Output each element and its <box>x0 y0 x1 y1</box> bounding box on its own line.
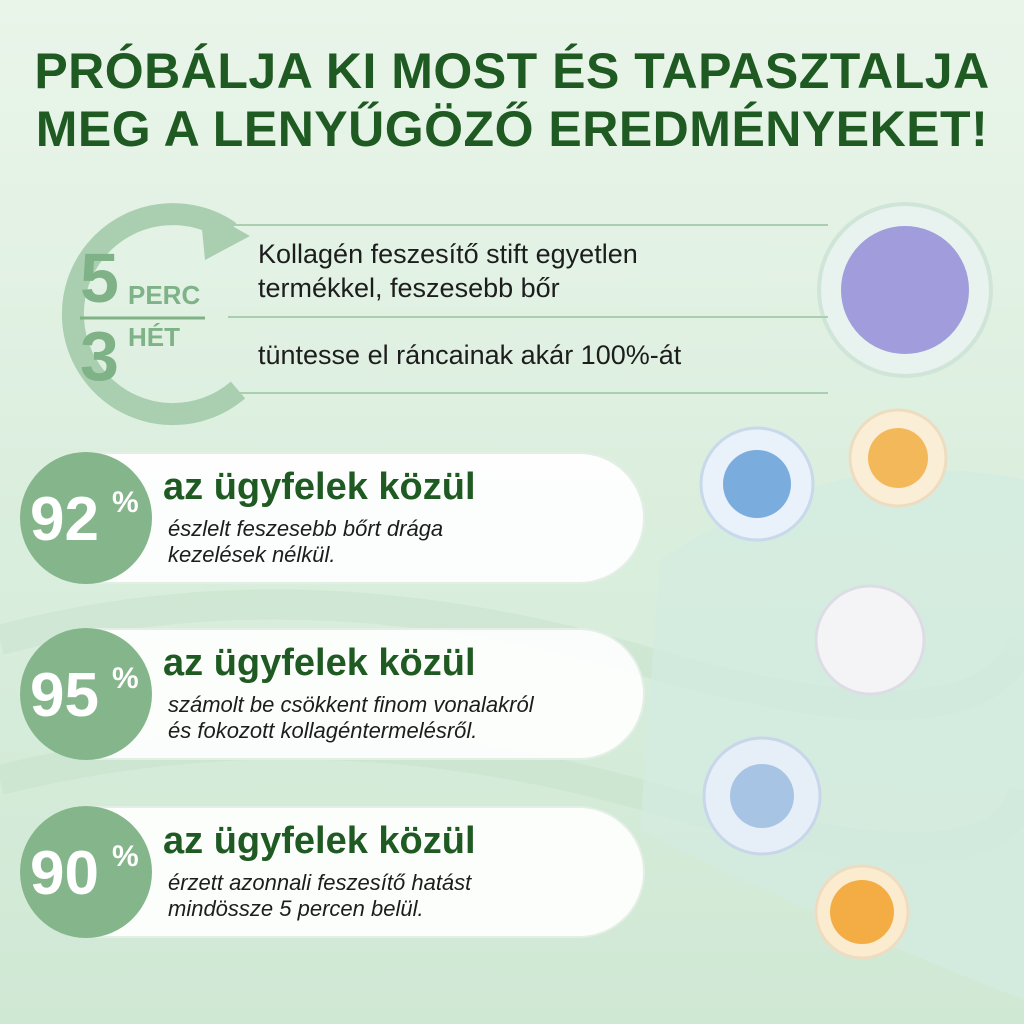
sphere-core <box>830 880 894 944</box>
stat-badge: 95% <box>20 628 152 760</box>
timer-unit: PERC <box>128 280 201 310</box>
sphere-core <box>868 428 928 488</box>
stat-unit: % <box>112 662 139 695</box>
stat-description: számolt be csökkent finom vonalakról és f… <box>168 692 534 744</box>
claim-line: tüntesse el ráncainak akár 100%-át <box>258 340 682 370</box>
stat-line: kezelések nélkül. <box>168 542 336 567</box>
timer-number: 5 <box>80 239 119 317</box>
stat-unit: % <box>112 486 139 519</box>
rule <box>228 224 828 226</box>
arrow-head <box>200 208 250 260</box>
timer-number: 3 <box>80 317 119 395</box>
stat-heading: az ügyfelek közül <box>163 642 476 684</box>
sphere-core <box>723 450 791 518</box>
stat-badge: 92% <box>20 452 152 584</box>
headline: PRÓBÁLJA KI MOST ÉS TAPASZTALJA <box>34 43 990 99</box>
claim: Kollagén feszesítő stift egyetlen termékk… <box>258 237 638 305</box>
stat-heading: az ügyfelek közül <box>163 820 476 862</box>
claim: tüntesse el ráncainak akár 100%-át <box>258 338 681 372</box>
stat-number: 90 <box>30 839 99 908</box>
headline: MEG A LENYŰGÖZŐ EREDMÉNYEKET! <box>35 101 989 157</box>
stat-line: és fokozott kollagéntermelésről. <box>168 718 478 743</box>
stat-line: észlelt feszesebb bőrt drága <box>168 516 444 541</box>
skin-layers <box>640 470 1024 1000</box>
stat-line: számolt be csökkent finom vonalakról <box>168 692 534 717</box>
stat-description: észlelt feszesebb bőrt drága kezelések né… <box>168 516 443 568</box>
stat-heading: az ügyfelek közül <box>163 466 476 508</box>
rule <box>228 392 828 394</box>
stat-description: érzett azonnali feszesítő hatást mindössz… <box>168 870 471 922</box>
stat-line: mindössze 5 percen belül. <box>168 896 424 921</box>
cycle-arrow <box>61 203 246 426</box>
rule <box>228 316 828 318</box>
stat-badge: 90% <box>20 806 152 938</box>
sphere <box>814 584 926 696</box>
claim-line: termékkel, feszesebb bőr <box>258 273 560 303</box>
stat-unit: % <box>112 840 139 873</box>
claim-line: Kollagén feszesítő stift egyetlen <box>258 239 638 269</box>
sphere-core <box>730 764 794 828</box>
sphere-core <box>841 226 969 354</box>
stat-number: 92 <box>30 485 99 554</box>
stat-number: 95 <box>30 661 99 730</box>
stat-line: érzett azonnali feszesítő hatást <box>168 870 472 895</box>
timer-unit: HÉT <box>128 322 180 352</box>
